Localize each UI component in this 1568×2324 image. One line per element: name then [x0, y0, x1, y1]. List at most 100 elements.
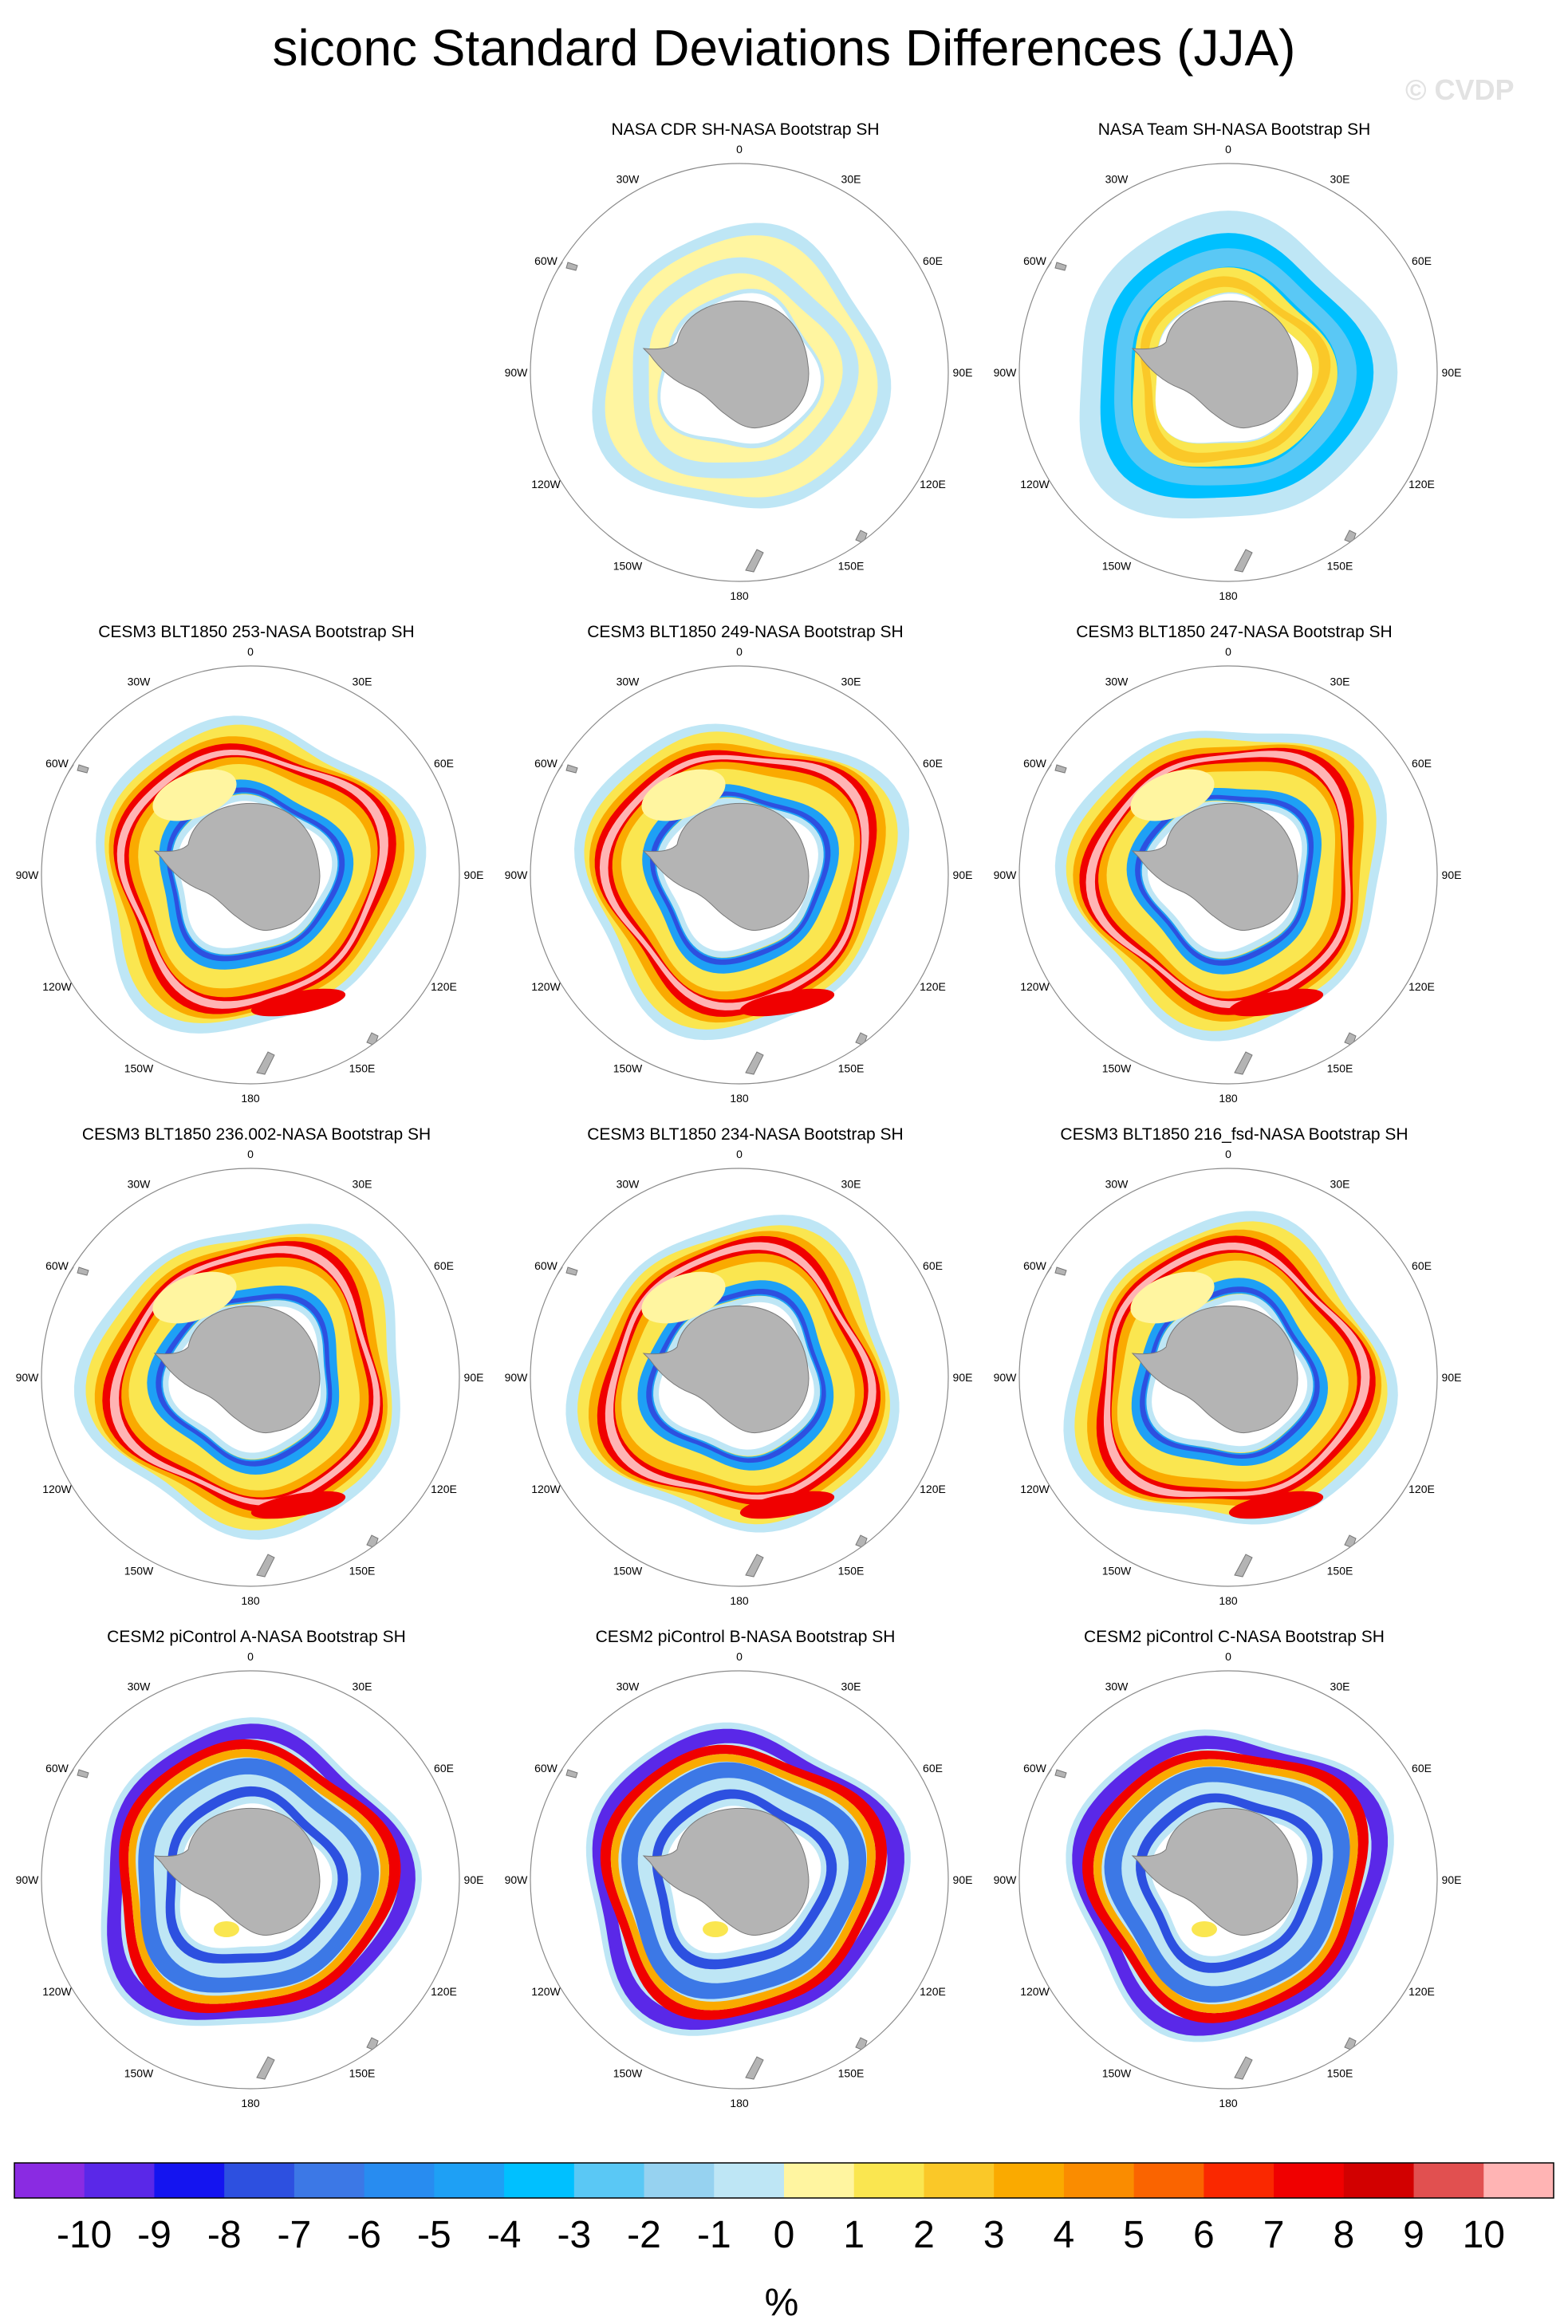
colorbar-tick-label: -8	[207, 2214, 242, 2256]
polar-map: 0 30E 60E 90E 120E 150E 180 150W 120W 90W 60W 30W	[505, 144, 973, 602]
longitude-label: 30E	[841, 1680, 861, 1693]
polar-map: 0 30E 60E 90E 120E 150E 180 150W 120W 90W 60W 30W	[505, 1148, 973, 1607]
new-zealand-landmass	[256, 1051, 275, 1075]
falkland-islands-landmass	[565, 262, 578, 271]
longitude-label: 0	[736, 1651, 743, 1663]
longitude-label: 30E	[353, 1178, 372, 1191]
colorbar-box	[1133, 2163, 1204, 2198]
map-boundary	[530, 665, 949, 1085]
longitude-label: 30W	[128, 676, 152, 688]
colorbar-box	[364, 2163, 435, 2198]
polar-map: 0 30E 60E 90E 120E 150E 180 150W 120W 90W 60W 30W	[16, 646, 484, 1105]
longitude-label: 90W	[505, 1371, 529, 1384]
longitude-label: 180	[730, 1092, 749, 1105]
longitude-label: 60W	[45, 1259, 69, 1272]
antarctica-landmass	[153, 802, 321, 931]
longitude-label: 120W	[42, 980, 72, 993]
falkland-islands-landmass	[1054, 764, 1067, 774]
antarctica-landmass	[1131, 1305, 1298, 1433]
longitude-label: 180	[730, 2097, 749, 2109]
longitude-label: 30E	[353, 676, 372, 688]
map-field	[41, 1168, 459, 1586]
longitude-label: 60W	[1023, 1762, 1047, 1775]
colorbar-box	[224, 2163, 295, 2198]
longitude-label: 180	[730, 589, 749, 602]
longitude-label: 60E	[434, 1259, 454, 1272]
longitude-label: 0	[247, 646, 254, 658]
colorbar-tick-label: -4	[487, 2214, 522, 2256]
ice-field-inner-blue	[165, 1786, 349, 1964]
longitude-label: 60E	[1412, 757, 1432, 770]
falkland-islands-landmass	[77, 1266, 89, 1276]
new-zealand-landmass	[745, 1554, 764, 1578]
longitude-label: 90E	[953, 1371, 973, 1384]
ice-field-pink	[1103, 1243, 1370, 1498]
longitude-label: 150W	[613, 1565, 643, 1578]
longitude-label: 150E	[349, 2067, 376, 2080]
longitude-label: 30E	[841, 173, 861, 186]
map-field	[530, 1168, 948, 1586]
antarctica-landmass	[642, 1305, 810, 1433]
ice-field-orange	[128, 1749, 389, 2004]
longitude-label: 60E	[1412, 1762, 1432, 1775]
colorbar-box	[1204, 2163, 1274, 2198]
longitude-label: 180	[241, 1092, 260, 1105]
longitude-label: 0	[1225, 144, 1231, 156]
antarctica-landmass	[1131, 802, 1298, 931]
longitude-label: 150E	[349, 1565, 376, 1578]
longitude-label: 120W	[1020, 980, 1050, 993]
longitude-label: 30W	[1105, 173, 1129, 186]
falkland-islands-landmass	[565, 1266, 578, 1276]
colorbar-box	[14, 2163, 85, 2198]
longitude-label: 30W	[128, 1680, 152, 1693]
colorbar-tick-label: -6	[347, 2214, 381, 2256]
longitude-label: 120W	[1020, 1483, 1050, 1495]
colorbar-tick-label: -7	[278, 2214, 312, 2256]
longitude-label: 30E	[1330, 676, 1350, 688]
longitude-label: 150E	[838, 560, 865, 573]
falkland-islands-landmass	[77, 764, 89, 774]
longitude-label: 120W	[1020, 1985, 1050, 1998]
map-panel: CESM3 BLT1850 247-NASA Bootstrap SH 0 30E 6…	[989, 622, 1479, 1117]
map-panel: CESM2 piControl C-NASA Bootstrap SH 0 30E 6…	[989, 1627, 1479, 2121]
longitude-label: 120W	[531, 478, 561, 490]
ice-field-weddell-patch	[641, 1271, 726, 1324]
panel-title: CESM2 piControl B-NASA Bootstrap SH	[595, 1628, 896, 1646]
longitude-label: 90E	[464, 1873, 484, 1886]
colorbar-box	[1063, 2163, 1135, 2198]
longitude-label: 90E	[953, 1873, 973, 1886]
longitude-label: 60E	[923, 1259, 943, 1272]
panel-title: CESM3 BLT1850 234-NASA Bootstrap SH	[587, 1125, 904, 1144]
longitude-label: 150E	[838, 1565, 865, 1578]
ice-field-weddell-patch	[1130, 769, 1215, 821]
colorbar-box	[1274, 2163, 1345, 2198]
longitude-label: 0	[736, 646, 743, 658]
antarctica-landmass	[1131, 300, 1298, 428]
longitude-label: 180	[1219, 1092, 1238, 1105]
colorbar-box	[1483, 2163, 1554, 2198]
polar-map: 0 30E 60E 90E 120E 150E 180 150W 120W 90W 60W 30W	[16, 1651, 484, 2109]
longitude-label: 120W	[42, 1483, 72, 1495]
longitude-label: 150W	[124, 2067, 154, 2080]
map-panel: CESM2 piControl B-NASA Bootstrap SH 0 30E 6…	[500, 1627, 991, 2121]
colorbar-tick-label: 8	[1333, 2214, 1354, 2256]
map-boundary	[1018, 163, 1438, 582]
colorbar-box	[84, 2163, 155, 2198]
ice-field-inner-dark	[1135, 794, 1314, 966]
longitude-label: 60W	[1023, 757, 1047, 770]
colorbar-tick-label: -3	[557, 2214, 591, 2256]
colorbar-box	[434, 2163, 505, 2198]
longitude-label: 90W	[994, 1873, 1018, 1886]
ice-field-inner-dark	[156, 1294, 333, 1467]
map-field	[1019, 163, 1437, 581]
panel-title: NASA Team SH-NASA Bootstrap SH	[1097, 120, 1371, 139]
antarctica-landmass	[1131, 1807, 1298, 1936]
colorbar-box	[1343, 2163, 1415, 2198]
longitude-label: 120E	[1408, 1985, 1435, 1998]
map-panel: CESM3 BLT1850 236.002-NASA Bootstrap SH 0…	[11, 1125, 502, 1619]
map-boundary	[41, 1670, 460, 2090]
colorbar-box	[573, 2163, 645, 2198]
longitude-label: 30E	[353, 1680, 372, 1693]
longitude-label: 0	[247, 1148, 254, 1160]
figure-title: siconc Standard Deviations Differences (…	[272, 19, 1296, 77]
